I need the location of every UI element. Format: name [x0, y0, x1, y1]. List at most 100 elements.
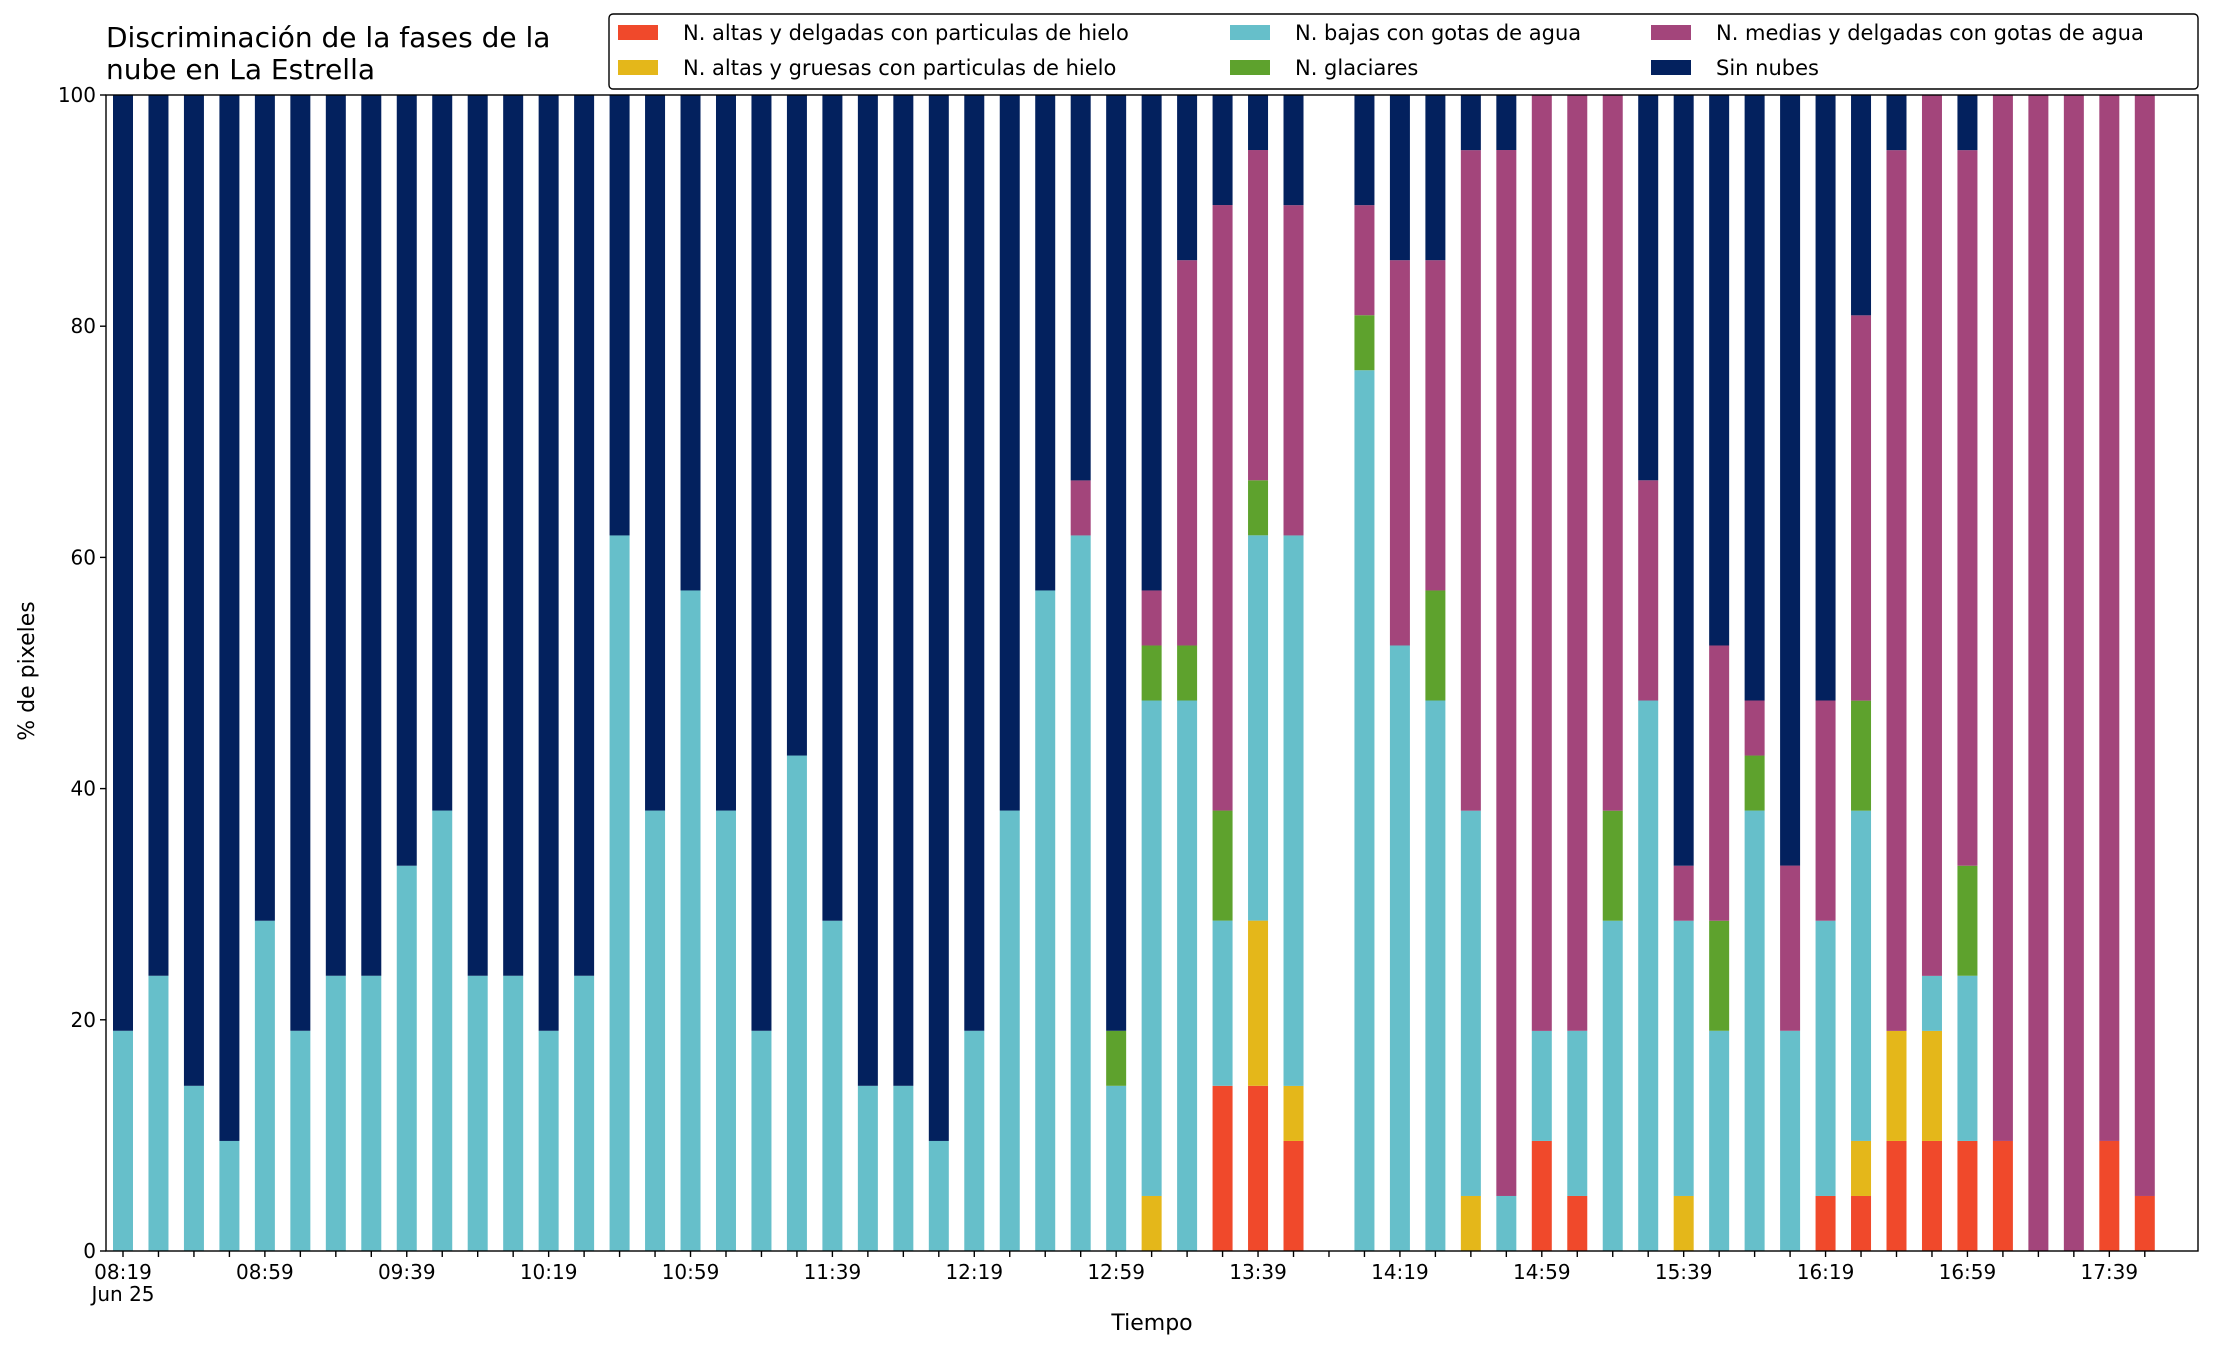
bar-segment — [1957, 95, 1978, 151]
bar-segment — [857, 95, 878, 1086]
bar-segment — [1425, 95, 1446, 261]
bar-segment — [645, 95, 666, 811]
legend-swatch — [618, 60, 658, 75]
legend-label: Sin nubes — [1716, 56, 1819, 80]
bar-segment — [467, 975, 488, 1251]
bar-segment — [1744, 810, 1765, 1251]
x-tick-label: 10:59 — [662, 1260, 720, 1284]
bar-segment — [432, 95, 453, 811]
x-tick-label: 14:59 — [1513, 1260, 1571, 1284]
bar-segment — [1673, 865, 1694, 921]
bar-segment — [1744, 95, 1765, 701]
bar-segment — [1177, 95, 1198, 261]
bar-segment — [1886, 1140, 1907, 1251]
plot-frame — [105, 94, 2199, 1252]
bar-segment — [1248, 480, 1269, 536]
bar-segment — [1709, 920, 1730, 1031]
bar-segment — [1815, 920, 1836, 1196]
y-tick-label: 60 — [71, 545, 96, 569]
bar-segment — [999, 95, 1020, 811]
bar-segment — [538, 95, 559, 1031]
bar-segment — [1957, 975, 1978, 1141]
y-tick-label: 100 — [58, 83, 96, 107]
bar-segment — [1992, 95, 2013, 1141]
bar-segment — [1212, 95, 1233, 206]
bar-segment — [1141, 1195, 1162, 1251]
bar-segment — [1602, 810, 1623, 921]
bar-segment — [1283, 535, 1304, 1086]
bar-segment — [1496, 150, 1517, 1196]
bar-segment — [219, 95, 240, 1141]
bar-segment — [1921, 975, 1942, 1031]
bar-segment — [432, 810, 453, 1251]
bar-segment — [574, 975, 595, 1251]
bar-segment — [822, 95, 843, 921]
bar-segment — [1035, 95, 1056, 591]
bar-segment — [1567, 1195, 1588, 1251]
bar-segment — [1141, 95, 1162, 591]
bar-segment — [396, 865, 417, 1251]
legend-label: N. altas y gruesas con particulas de hie… — [683, 56, 1116, 80]
bar-segment — [183, 95, 204, 1086]
bar-segment — [396, 95, 417, 866]
bar-segment — [2063, 95, 2084, 1251]
bar-segment — [1354, 370, 1375, 1251]
bar-segment — [290, 1030, 311, 1251]
x-tick-label: 15:39 — [1655, 1260, 1713, 1284]
x-axis-label: Tiempo — [1110, 1311, 1192, 1336]
bar-segment — [680, 590, 701, 1251]
bar-segment — [1460, 150, 1481, 811]
bar-segment — [2028, 95, 2049, 1251]
x-tick-label: 12:59 — [1087, 1260, 1145, 1284]
bar-segment — [538, 1030, 559, 1251]
bar-segment — [1709, 1030, 1730, 1251]
x-tick-label: 13:39 — [1229, 1260, 1287, 1284]
bar-segment — [1141, 700, 1162, 1196]
bar-segment — [1673, 1195, 1694, 1251]
bar-segment — [1177, 260, 1198, 646]
bar-segment — [1815, 700, 1836, 921]
bar-segment — [254, 920, 275, 1251]
bar-segment — [1957, 1140, 1978, 1251]
bar-segment — [857, 1085, 878, 1251]
bar-segment — [1283, 205, 1304, 536]
bar-segment — [1283, 95, 1304, 206]
bar-segment — [1921, 1030, 1942, 1141]
bar-segment — [1531, 95, 1552, 1031]
bar-segment — [1638, 480, 1659, 701]
bar-segment — [1780, 1030, 1801, 1251]
bar-segment — [1212, 205, 1233, 811]
y-tick-label: 80 — [71, 314, 96, 338]
bar-segment — [148, 95, 169, 976]
bar-segment — [1531, 1030, 1552, 1141]
bar-segment — [1177, 700, 1198, 1251]
legend-box — [608, 13, 2199, 90]
bar-segment — [1815, 1195, 1836, 1251]
x-tick-label: 09:39 — [378, 1260, 436, 1284]
bar-segment — [1389, 95, 1410, 261]
x-tick-label: 16:59 — [1939, 1260, 1997, 1284]
bar-segment — [1035, 590, 1056, 1251]
legend-label: N. bajas con gotas de agua — [1295, 21, 1581, 45]
bar-segment — [1354, 205, 1375, 316]
legend-swatch — [1651, 25, 1691, 40]
bar-segment — [2099, 95, 2120, 1141]
bar-segment — [1602, 920, 1623, 1251]
x-tick-label: 08:19 — [94, 1260, 152, 1284]
bar-segment — [2134, 1195, 2155, 1251]
bar-segment — [1602, 95, 1623, 811]
bar-segment — [1673, 920, 1694, 1196]
bar-segment — [1354, 315, 1375, 371]
bar-segment — [715, 95, 736, 811]
legend-swatch — [1230, 60, 1270, 75]
bar-segment — [254, 95, 275, 921]
y-tick-label: 0 — [83, 1239, 96, 1263]
bar-segment — [1248, 920, 1269, 1086]
bar-segment — [1851, 700, 1872, 811]
y-tick-label: 20 — [71, 1008, 96, 1032]
bar-segment — [467, 95, 488, 976]
x-tick-label: 12:19 — [945, 1260, 1003, 1284]
bar-segment — [1248, 535, 1269, 921]
bar-segment — [2099, 1140, 2120, 1251]
